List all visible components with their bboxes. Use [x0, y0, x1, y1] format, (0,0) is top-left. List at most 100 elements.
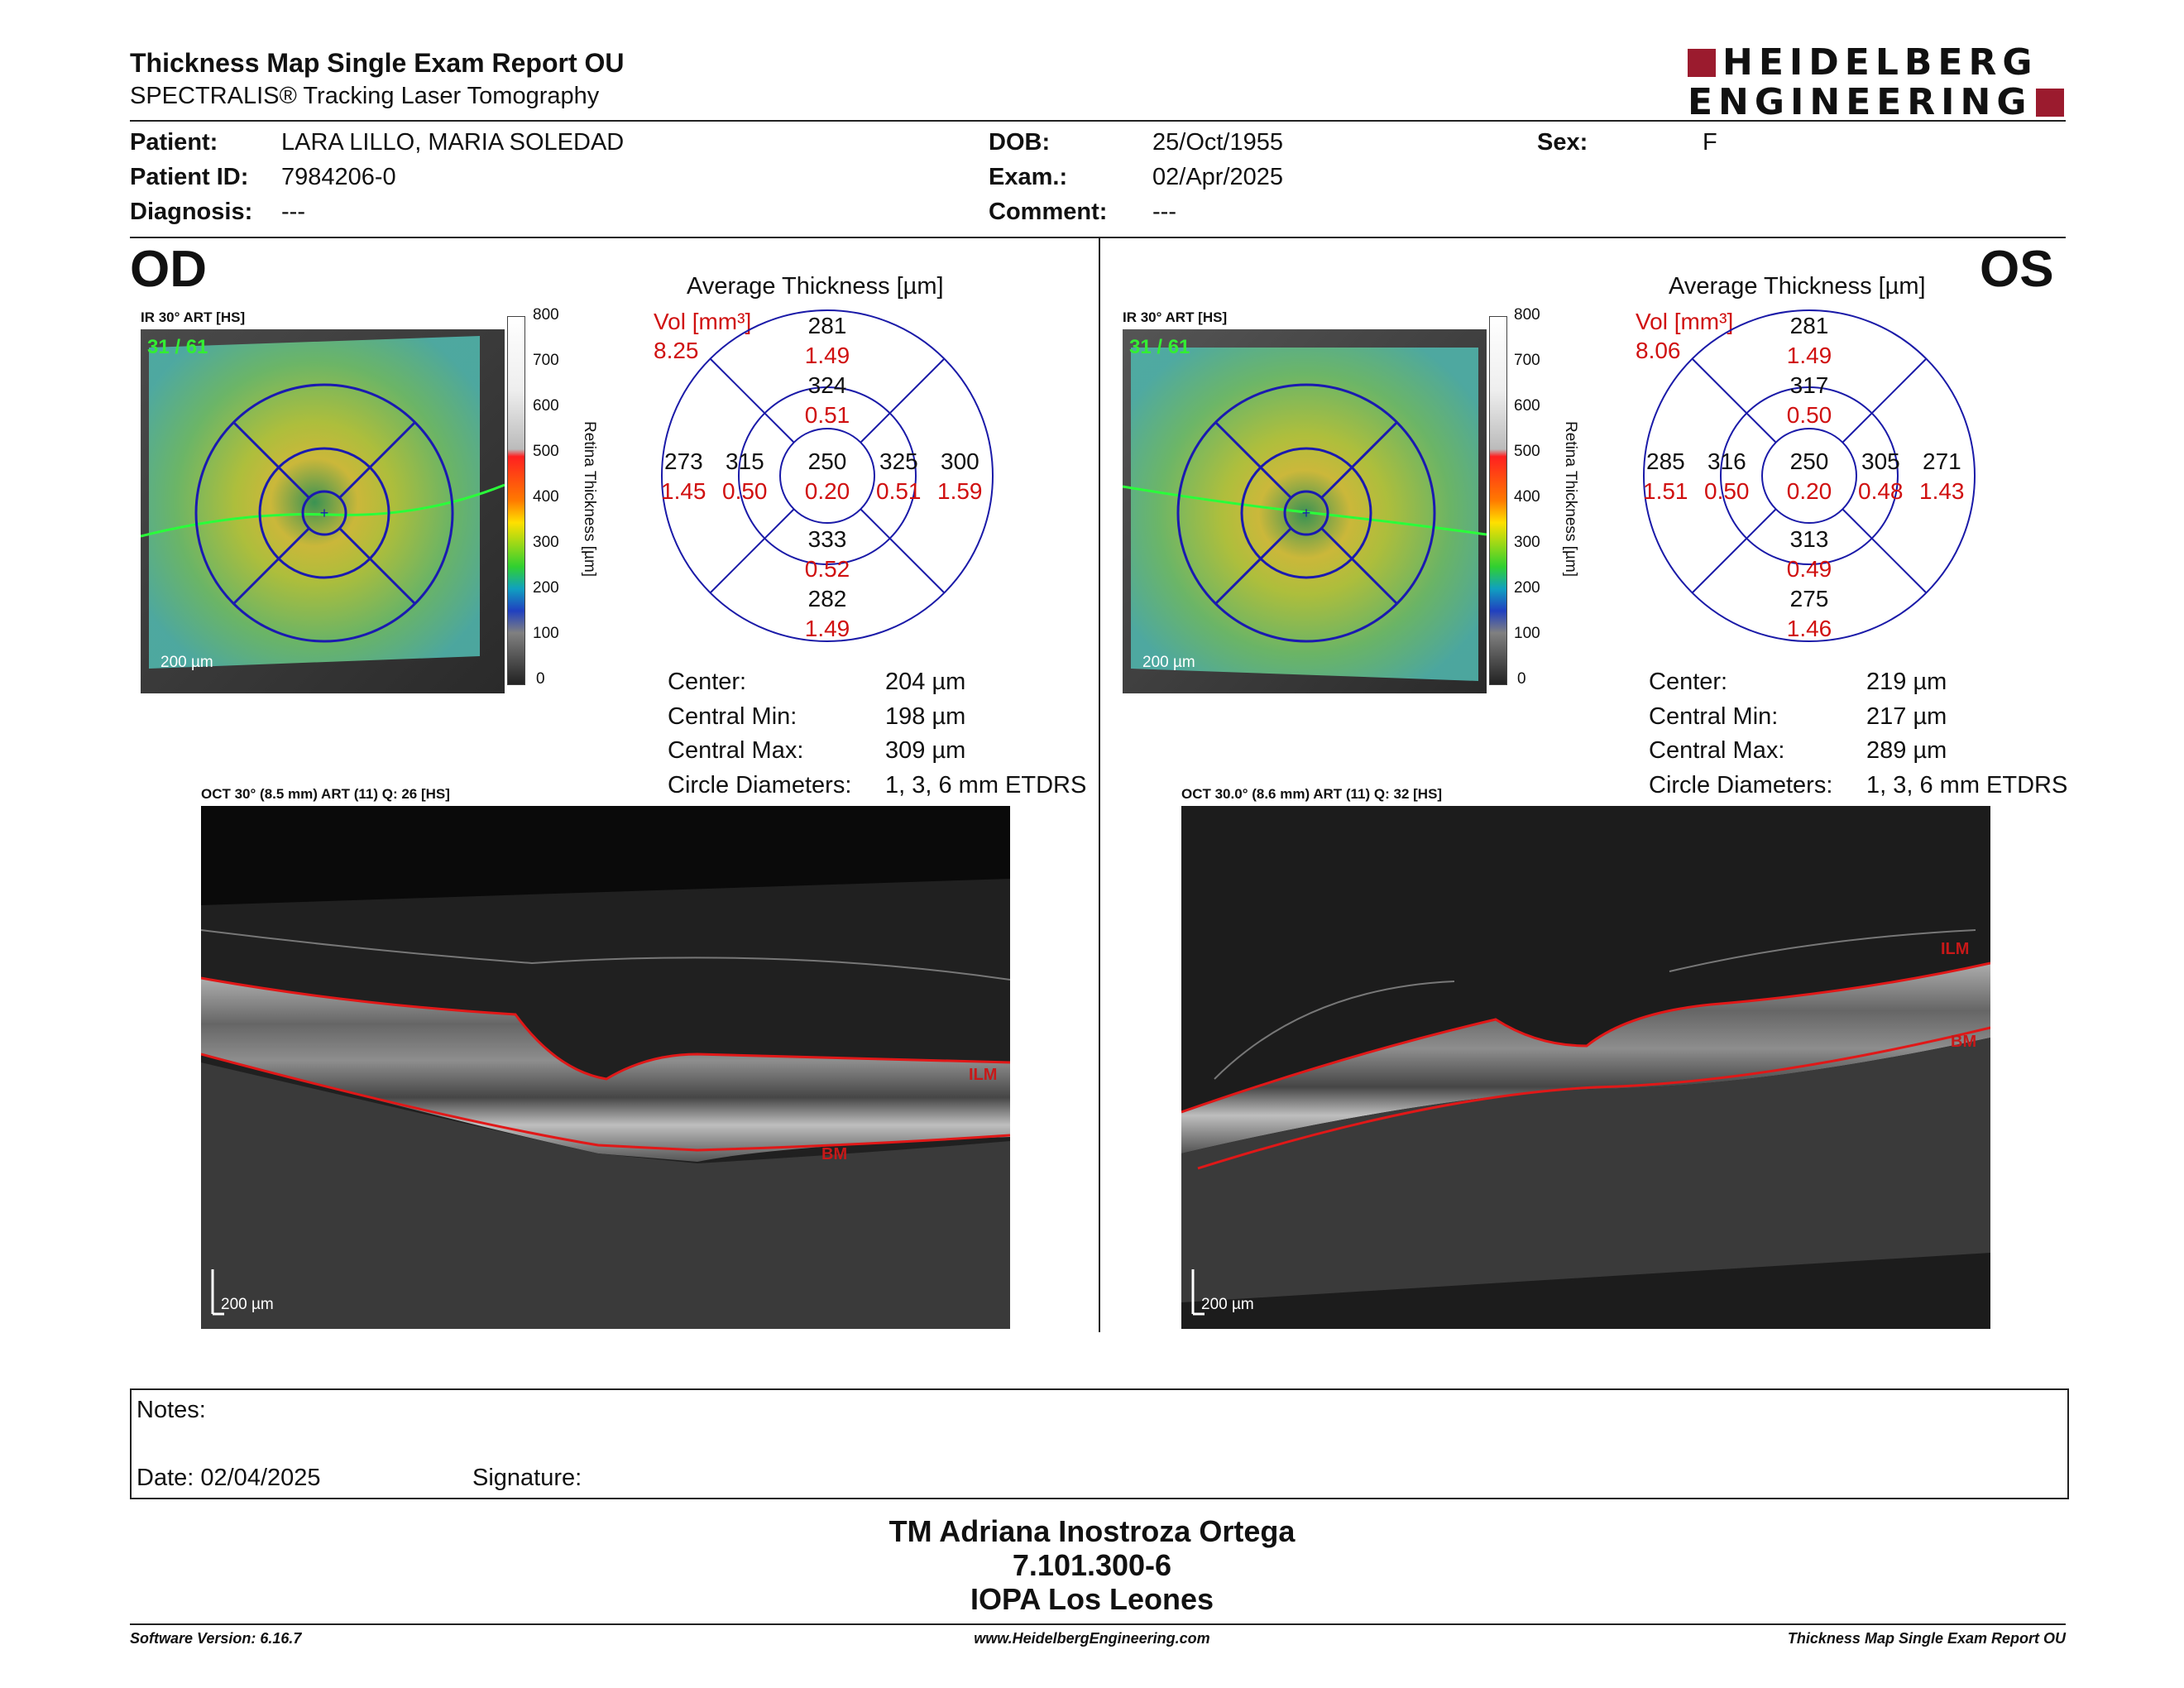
os-inner-sup-volume: 0.50	[1786, 402, 1832, 428]
patient-id-label: Patient ID:	[130, 164, 249, 190]
os-min-value: 217 µm	[1866, 703, 1947, 730]
patient-divider	[130, 237, 2066, 238]
os-etdrs-values: 281 1.49 317 0.50 285 1.51 316 0.50 250 …	[1640, 306, 1979, 645]
os-oct-label: OCT 30.0° (8.6 mm) ART (11) Q: 32 [HS]	[1181, 786, 1443, 802]
os-inner-temp-volume: 0.50	[1704, 478, 1750, 504]
date-label: Date: 02/04/2025	[136, 1465, 321, 1491]
svg-text:+: +	[320, 505, 329, 521]
od-bm-label: BM	[821, 1145, 848, 1163]
od-outer-temp-volume: 1.45	[661, 478, 706, 504]
logo-square-icon-2	[2035, 89, 2064, 117]
os-inner-nasal-volume: 0.48	[1858, 478, 1904, 504]
os-thickness-map-svg: +	[1123, 329, 1487, 693]
os-outer-inf-volume: 1.46	[1786, 616, 1832, 641]
od-outer-sup-thickness: 281	[807, 313, 847, 338]
os-max-value: 289 µm	[1866, 737, 1947, 764]
os-inner-inf-thickness: 313	[1789, 526, 1829, 552]
os-tick: 700	[1514, 352, 1540, 369]
website-link[interactable]: www.HeidelbergEngineering.com	[974, 1630, 1210, 1647]
os-outer-temp-volume: 1.51	[1643, 478, 1688, 504]
od-inner-inf-thickness: 333	[807, 526, 847, 552]
os-oct-svg	[1181, 806, 1990, 1329]
od-outer-nasal-thickness: 300	[941, 448, 979, 474]
od-scale-label: 200 µm	[160, 654, 213, 671]
os-tick: 200	[1514, 579, 1540, 597]
os-diam-value: 1, 3, 6 mm ETDRS	[1866, 772, 2068, 798]
os-tick: 600	[1514, 397, 1540, 415]
od-colorbar-title: Retina Thickness [µm]	[581, 421, 598, 577]
os-tick: 800	[1514, 306, 1540, 324]
os-ir-label: IR 30° ART [HS]	[1123, 309, 1228, 325]
os-inner-inf-volume: 0.49	[1786, 556, 1832, 582]
od-diam-value: 1, 3, 6 mm ETDRS	[885, 772, 1087, 798]
os-tick: 100	[1514, 625, 1540, 642]
od-colorbar	[507, 316, 525, 685]
od-vol-label: Vol [mm³]	[654, 309, 752, 334]
od-center-value: 204 µm	[885, 669, 966, 695]
exam-value: 02/Apr/2025	[1152, 164, 1284, 190]
sex-label: Sex:	[1537, 129, 1588, 156]
heidelberg-logo: HEIDELBERG ENGINEERING	[1688, 43, 2068, 122]
od-tick: 800	[533, 306, 559, 324]
signature-label: Signature:	[472, 1465, 582, 1491]
os-tick: 400	[1514, 488, 1540, 506]
od-outer-inf-volume: 1.49	[804, 616, 850, 641]
od-tick: 300	[533, 534, 559, 551]
od-inner-sup-thickness: 324	[807, 372, 847, 398]
od-ilm-label: ILM	[969, 1066, 998, 1084]
os-inner-temp-thickness: 316	[1707, 448, 1746, 474]
diagnosis-value: ---	[281, 199, 305, 225]
software-version: Software Version: 6.16.7	[130, 1630, 302, 1647]
os-center-label: Center:	[1649, 669, 1728, 695]
od-etdrs-values: 281 1.49 324 0.51 273 1.45 315 0.50 250 …	[658, 306, 997, 645]
os-colorbar-title: Retina Thickness [µm]	[1562, 421, 1579, 577]
footer-report-name: Thickness Map Single Exam Report OU	[1787, 1630, 2066, 1647]
od-tick: 500	[533, 443, 559, 460]
notes-box[interactable]: Notes: Date: 02/04/2025 Signature:	[130, 1388, 2069, 1499]
od-inner-inf-volume: 0.52	[804, 556, 850, 582]
os-center-value: 219 µm	[1866, 669, 1947, 695]
od-inner-nasal-volume: 0.51	[876, 478, 922, 504]
os-diam-label: Circle Diameters:	[1649, 772, 1833, 798]
od-oct-label: OCT 30° (8.5 mm) ART (11) Q: 26 [HS]	[201, 786, 450, 802]
od-outer-sup-volume: 1.49	[804, 343, 850, 368]
os-vol-total: 8.06	[1636, 338, 1681, 363]
dob-label: DOB:	[989, 129, 1051, 156]
report-title: Thickness Map Single Exam Report OU	[130, 48, 625, 78]
logo-text-1: HEIDELBERG	[1722, 41, 2038, 84]
comment-value: ---	[1152, 199, 1176, 225]
od-oct-svg	[201, 879, 1010, 1329]
od-ir-label: IR 30° ART [HS]	[141, 309, 246, 325]
footer-divider	[130, 1623, 2066, 1625]
od-outer-nasal-volume: 1.59	[937, 478, 983, 504]
os-min-label: Central Min:	[1649, 703, 1779, 730]
od-vol-total: 8.25	[654, 338, 699, 363]
od-inner-temp-volume: 0.50	[722, 478, 768, 504]
od-tick: 600	[533, 397, 559, 415]
eye-divider	[1099, 238, 1100, 1332]
os-etdrs-grid	[1643, 309, 1976, 642]
os-vol-label: Vol [mm³]	[1636, 309, 1734, 334]
os-ilm-label: ILM	[1941, 940, 1970, 958]
od-etdrs-grid	[661, 309, 994, 642]
os-outer-sup-thickness: 281	[1789, 313, 1829, 338]
od-tick: 100	[533, 625, 559, 642]
od-tick: 700	[533, 352, 559, 369]
signer-name: TM Adriana Inostroza Ortega	[888, 1514, 1296, 1548]
comment-label: Comment:	[989, 199, 1108, 225]
patient-label: Patient:	[130, 129, 218, 156]
od-tick: 400	[533, 488, 559, 506]
os-outer-inf-thickness: 275	[1789, 586, 1829, 611]
od-center-label: Center:	[668, 669, 747, 695]
notes-label: Notes:	[136, 1397, 206, 1423]
od-outer-inf-thickness: 282	[807, 586, 847, 611]
od-center-thickness: 250	[807, 448, 847, 474]
patient-id-value: 7984206-0	[281, 164, 396, 190]
os-tick: 300	[1514, 534, 1540, 551]
os-center-volume: 0.20	[1786, 478, 1832, 504]
os-outer-sup-volume: 1.49	[1786, 343, 1832, 368]
od-diam-label: Circle Diameters:	[668, 772, 852, 798]
od-map-title: Average Thickness [µm]	[687, 273, 944, 300]
os-oct-scale: 200 µm	[1201, 1296, 1254, 1313]
od-inner-nasal-thickness: 325	[879, 448, 918, 474]
